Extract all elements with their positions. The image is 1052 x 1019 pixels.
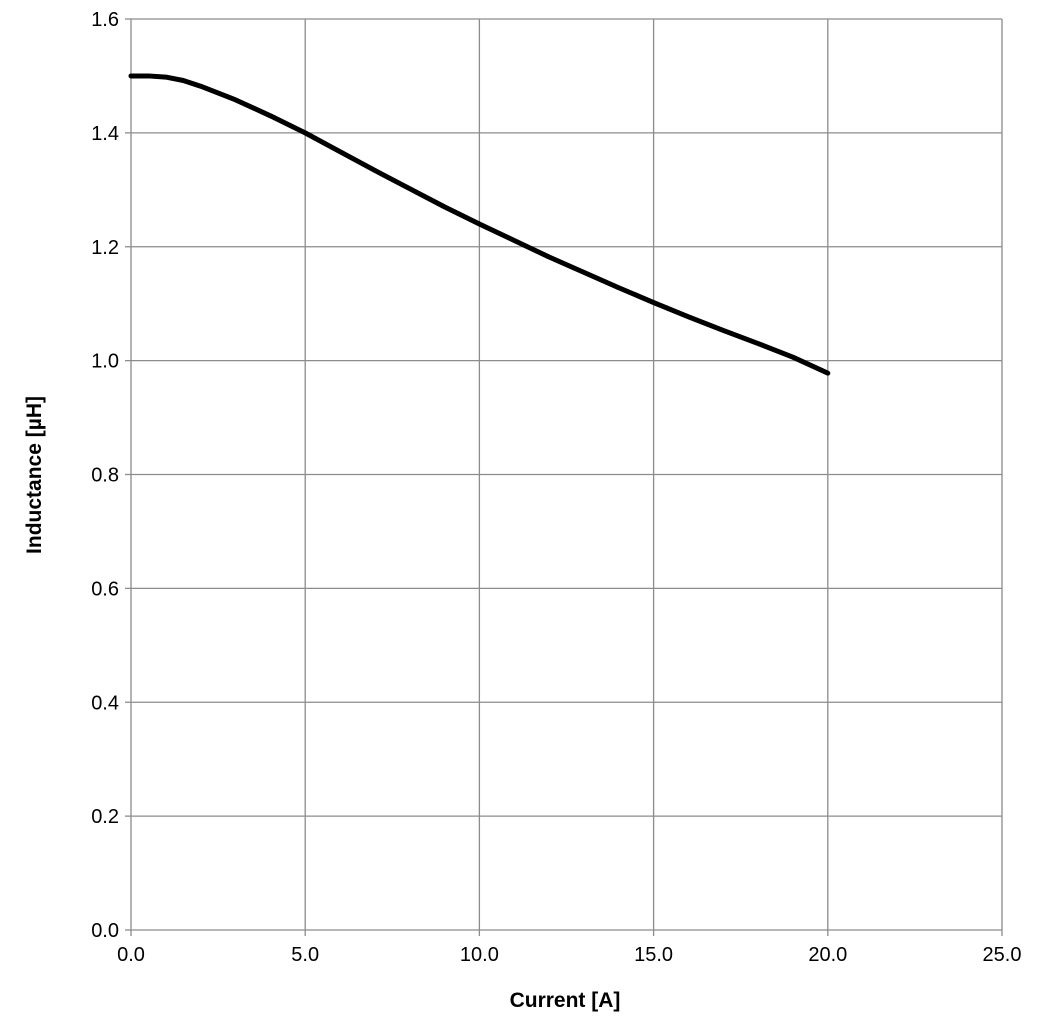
y-tick-label: 1.4: [91, 123, 119, 145]
grid: [131, 18, 1003, 930]
x-tick-label: 10.0: [460, 944, 499, 966]
x-tick-label: 5.0: [291, 944, 319, 966]
y-tick-label: 0.4: [91, 692, 119, 714]
series-line: [128, 73, 831, 376]
y-tick-label: 0.2: [91, 806, 119, 828]
y-axis-title: Inductance [µH]: [23, 396, 46, 554]
y-tick-label: 0.0: [91, 920, 119, 942]
y-tick-label: 1.0: [91, 351, 119, 373]
axes: [125, 18, 1003, 936]
y-tick-label: 0.6: [91, 578, 119, 600]
series-layer: [128, 73, 831, 376]
x-axis-title: Current [A]: [510, 989, 621, 1012]
x-tick-label: 20.0: [808, 944, 847, 966]
y-tick-label: 1.6: [91, 9, 119, 31]
x-tick-label: 25.0: [983, 944, 1022, 966]
x-tick-label: 0.0: [117, 944, 145, 966]
x-tick-labels: 0.0 5.0 10.0 15.0 20.0 25.0: [117, 944, 1021, 966]
y-tick-label: 1.2: [91, 237, 119, 259]
y-tick-label: 0.8: [91, 465, 119, 487]
x-tick-label: 15.0: [634, 944, 673, 966]
y-tick-labels: 0.0 0.2 0.4 0.6 0.8 1.0 1.2 1.4 1.6: [91, 9, 119, 942]
